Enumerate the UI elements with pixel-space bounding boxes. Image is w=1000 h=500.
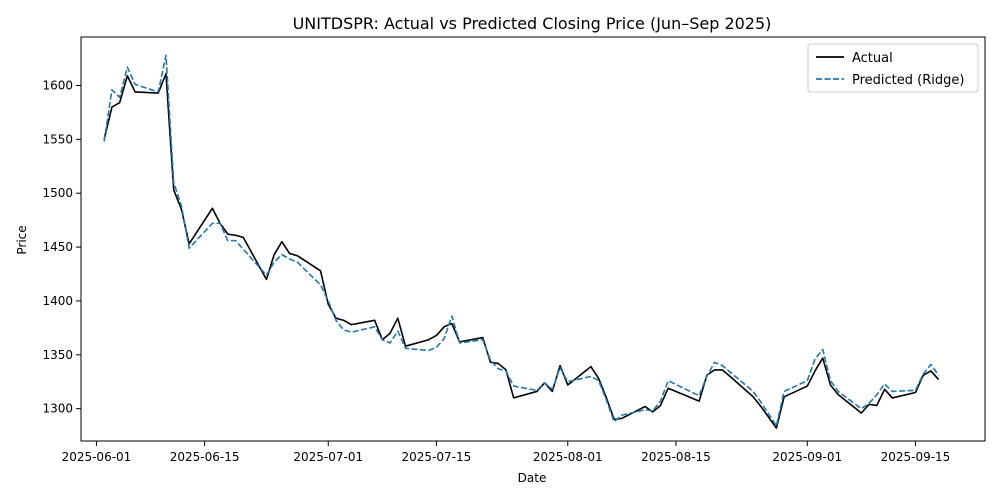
x-tick-label: 2025-09-15 <box>881 450 951 464</box>
x-axis: 2025-06-01 2025-06-15 2025-07-01 2025-07-15… <box>62 441 951 464</box>
y-tick-label: 1350 <box>42 348 73 362</box>
x-axis-title: Date <box>518 471 547 485</box>
legend: Actual Predicted (Ridge) <box>807 43 979 93</box>
plot-area <box>103 54 940 429</box>
x-tick-label: 2025-08-15 <box>641 450 711 464</box>
y-tick-label: 1400 <box>42 294 73 308</box>
legend-label: Actual <box>852 51 893 66</box>
series-line-actual <box>103 72 940 429</box>
x-tick-label: 2025-06-01 <box>62 450 132 464</box>
y-tick-label: 1500 <box>42 186 73 200</box>
y-tick-label: 1300 <box>42 402 73 416</box>
y-axis: 1300 1350 1400 1450 1500 1550 1600 <box>42 78 81 416</box>
x-tick-label: 2025-08-01 <box>533 450 603 464</box>
legend-box <box>807 43 979 93</box>
chart-title: UNITDSPR: Actual vs Predicted Closing Pr… <box>293 14 772 33</box>
x-tick-label: 2025-07-15 <box>402 450 472 464</box>
plot-frame <box>80 36 986 442</box>
x-tick-label: 2025-06-15 <box>170 450 240 464</box>
legend-label: Predicted (Ridge) <box>852 73 964 88</box>
series-line-predicted <box>103 54 940 427</box>
x-tick-label: 2025-07-01 <box>293 450 363 464</box>
x-tick-label: 2025-09-01 <box>772 450 842 464</box>
y-tick-label: 1550 <box>42 132 73 146</box>
y-axis-title: Price <box>15 225 29 254</box>
y-tick-label: 1600 <box>42 78 73 92</box>
y-tick-label: 1450 <box>42 240 73 254</box>
